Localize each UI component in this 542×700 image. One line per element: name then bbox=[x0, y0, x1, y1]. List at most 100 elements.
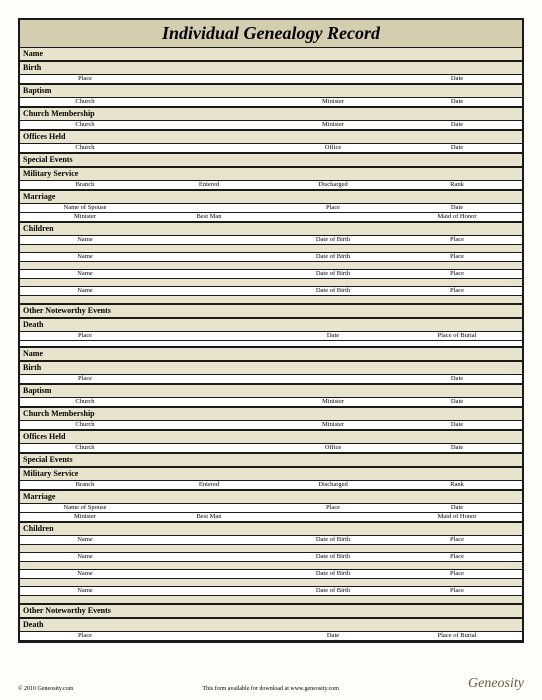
section-header: Name bbox=[20, 48, 522, 61]
entry-row bbox=[20, 296, 522, 304]
field-label: Church bbox=[23, 121, 147, 129]
field-labels-row: Church OfficeDate bbox=[20, 144, 522, 153]
field-label: Date of Birth bbox=[271, 587, 395, 595]
field-label: Church bbox=[23, 421, 147, 429]
field-label: Place bbox=[271, 504, 395, 512]
field-labels-row: NameDate of BirthPlace bbox=[20, 570, 522, 579]
section-header: Birth bbox=[20, 361, 522, 375]
field-label: Date of Birth bbox=[271, 536, 395, 544]
entry-row bbox=[20, 596, 522, 604]
field-label: Date of Birth bbox=[271, 253, 395, 261]
field-label: Office bbox=[271, 144, 395, 152]
field-label: Maid of Honor bbox=[395, 213, 519, 221]
field-labels-row: Church MinisterDate bbox=[20, 398, 522, 407]
field-label: Discharged bbox=[271, 481, 395, 489]
field-labels-row: Name Date of BirthPlace bbox=[20, 270, 522, 279]
entry-row bbox=[20, 545, 522, 553]
field-labels-row: ChurchMinisterDate bbox=[20, 421, 522, 430]
field-label: Name of Spouse bbox=[23, 504, 147, 512]
field-label: Maid of Honor bbox=[395, 513, 519, 521]
field-label: Place bbox=[395, 270, 519, 278]
field-labels-row: MinisterBest ManMaid of Honor bbox=[20, 213, 522, 222]
field-label: Rank bbox=[395, 181, 519, 189]
field-label: Name bbox=[23, 253, 147, 261]
entry-row bbox=[20, 245, 522, 253]
field-labels-row: Church MinisterDate bbox=[20, 98, 522, 107]
field-labels-row: NameDate of BirthPlace bbox=[20, 287, 522, 296]
entry-row bbox=[20, 562, 522, 570]
section-header: Special Events bbox=[20, 453, 522, 467]
entry-row bbox=[20, 279, 522, 287]
logo-text: Geneosity bbox=[468, 676, 524, 692]
field-label: Church bbox=[23, 144, 147, 152]
section-header: Birth bbox=[20, 61, 522, 75]
field-label: Rank bbox=[395, 481, 519, 489]
section-header: Marriage bbox=[20, 490, 522, 504]
field-label: Date bbox=[395, 398, 519, 406]
field-label: Place bbox=[271, 204, 395, 212]
section-header: Military Service bbox=[20, 467, 522, 481]
field-label: Minister bbox=[23, 513, 147, 521]
field-label: Date bbox=[395, 375, 519, 383]
field-label: Place bbox=[23, 332, 147, 340]
genealogy-form: Individual Genealogy Record NameBirthPla… bbox=[18, 18, 524, 643]
entry-row bbox=[20, 262, 522, 270]
field-labels-row: Name of SpousePlaceDate bbox=[20, 204, 522, 213]
field-labels-row: NameDate of BirthPlace bbox=[20, 236, 522, 245]
field-label: Place bbox=[23, 632, 147, 640]
field-label: Minister bbox=[271, 121, 395, 129]
section-header: Military Service bbox=[20, 167, 522, 181]
field-label: Date of Birth bbox=[271, 287, 395, 295]
field-label: Best Man bbox=[147, 213, 271, 221]
section-header: Other Noteworthy Events bbox=[20, 604, 522, 618]
field-label: Name bbox=[23, 270, 147, 278]
field-labels-row: NameDate of BirthPlace bbox=[20, 253, 522, 262]
field-label: Church bbox=[23, 98, 147, 106]
section-header: Baptism bbox=[20, 384, 522, 398]
field-label: Name bbox=[23, 553, 147, 561]
field-label: Entered bbox=[147, 181, 271, 189]
field-labels-row: PlaceDate bbox=[20, 375, 522, 384]
record-block-2: NameBirthPlaceDateBaptismChurchMinisterD… bbox=[20, 347, 522, 641]
field-label: Church bbox=[23, 398, 147, 406]
field-label: Minister bbox=[271, 98, 395, 106]
field-labels-row: NameDate of BirthPlace bbox=[20, 536, 522, 545]
field-label: Name bbox=[23, 587, 147, 595]
field-labels-row: Name Date of BirthPlace bbox=[20, 587, 522, 596]
field-label: Minister bbox=[271, 398, 395, 406]
field-label: Date of Birth bbox=[271, 553, 395, 561]
section-header: Children bbox=[20, 222, 522, 236]
section-header: Other Noteworthy Events bbox=[20, 304, 522, 318]
field-labels-row: ChurchOfficeDate bbox=[20, 444, 522, 453]
section-header: Name bbox=[20, 347, 522, 361]
field-label: Name of Spouse bbox=[23, 204, 147, 212]
field-labels-row: ChurchMinisterDate bbox=[20, 121, 522, 130]
field-label: Branch bbox=[23, 181, 147, 189]
section-header: Death bbox=[20, 618, 522, 632]
field-label: Place bbox=[395, 587, 519, 595]
field-label: Date bbox=[271, 632, 395, 640]
field-label: Date of Birth bbox=[271, 570, 395, 578]
field-label: Date bbox=[271, 332, 395, 340]
footer-note: This form available for download at www.… bbox=[202, 686, 339, 692]
field-label: Branch bbox=[23, 481, 147, 489]
field-label: Best Man bbox=[147, 513, 271, 521]
field-label: Church bbox=[23, 444, 147, 452]
section-header: Offices Held bbox=[20, 430, 522, 444]
section-header: Special Events bbox=[20, 153, 522, 167]
field-label: Date bbox=[395, 98, 519, 106]
section-header: Church Membership bbox=[20, 107, 522, 121]
field-label: Date bbox=[395, 444, 519, 452]
section-header: Death bbox=[20, 318, 522, 332]
section-header: Children bbox=[20, 522, 522, 536]
field-label: Date of Birth bbox=[271, 270, 395, 278]
field-labels-row: PlaceDate bbox=[20, 75, 522, 84]
field-labels-row: PlaceDatePlace of Burial bbox=[20, 632, 522, 641]
field-label: Date bbox=[395, 144, 519, 152]
field-labels-row: BranchEnteredDischargedRank bbox=[20, 481, 522, 490]
field-label: Date of Birth bbox=[271, 236, 395, 244]
field-label: Date bbox=[395, 75, 519, 83]
field-label: Name bbox=[23, 236, 147, 244]
field-label: Place bbox=[395, 536, 519, 544]
field-label: Name bbox=[23, 287, 147, 295]
